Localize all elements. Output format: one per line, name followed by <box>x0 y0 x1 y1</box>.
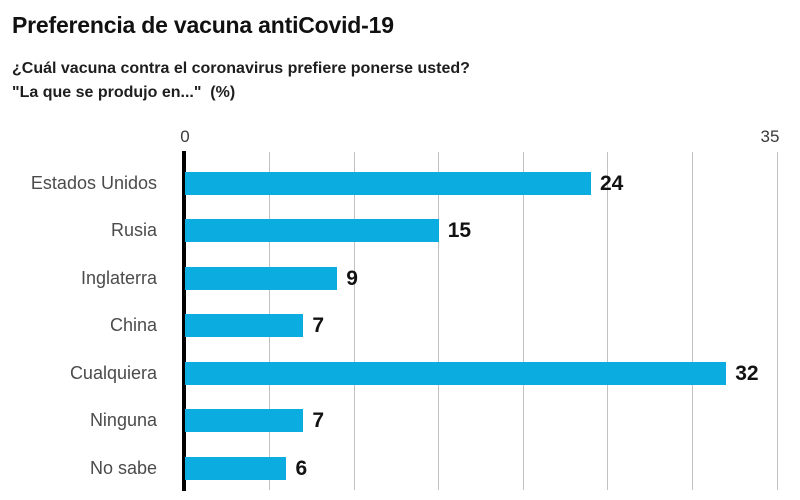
bar-inglaterra <box>185 266 338 290</box>
category-label-ninguna: Ninguna <box>89 410 157 430</box>
chart-subtitle-line-1: ¿Cuál vacuna contra el coronavirus prefi… <box>12 60 470 77</box>
bar-cualquiera <box>185 361 727 385</box>
category-label-cualquiera: Cualquiera <box>69 362 157 383</box>
category-label-estados-unidos: Estados Unidos <box>30 172 157 193</box>
bar-value-cualquiera: 32 <box>735 361 759 385</box>
gridline-10 <box>353 152 355 490</box>
y-axis-line <box>182 151 186 491</box>
chart-title: Preferencia de vacuna antiCovid-19 <box>12 12 394 38</box>
category-label-inglaterra: Inglaterra <box>80 267 157 288</box>
gridline-30 <box>691 152 693 490</box>
gridline-25 <box>607 152 609 490</box>
category-label-china: China <box>109 315 157 335</box>
bar-ninguna <box>185 409 304 432</box>
category-label-rusia: Rusia <box>110 220 157 240</box>
bar-value-estados-unidos: 24 <box>599 171 624 195</box>
bar-value-rusia: 15 <box>447 219 472 242</box>
category-label-no-sabe: No sabe <box>89 457 157 478</box>
chart-subtitle-line-2: "La que se produjo en..." (%) <box>12 84 236 101</box>
bar-rusia <box>185 219 439 242</box>
bar-value-no-sabe: 6 <box>295 456 308 480</box>
gridline-35 <box>776 152 778 490</box>
bar-value-inglaterra: 9 <box>346 266 358 290</box>
bar-china <box>185 314 304 337</box>
x-axis-tick-max: 35 <box>760 127 780 146</box>
gridline-20 <box>522 152 524 490</box>
bar-value-ninguna: 7 <box>312 409 325 432</box>
x-axis-tick-min: 0 <box>180 127 190 146</box>
bar-no-sabe <box>185 456 287 480</box>
bar-estados-unidos <box>185 171 591 195</box>
chart-subtitle: ¿Cuál vacuna contra el coronavirus prefi… <box>12 57 470 105</box>
bar-value-china: 7 <box>312 314 325 337</box>
gridline-15 <box>438 152 440 490</box>
